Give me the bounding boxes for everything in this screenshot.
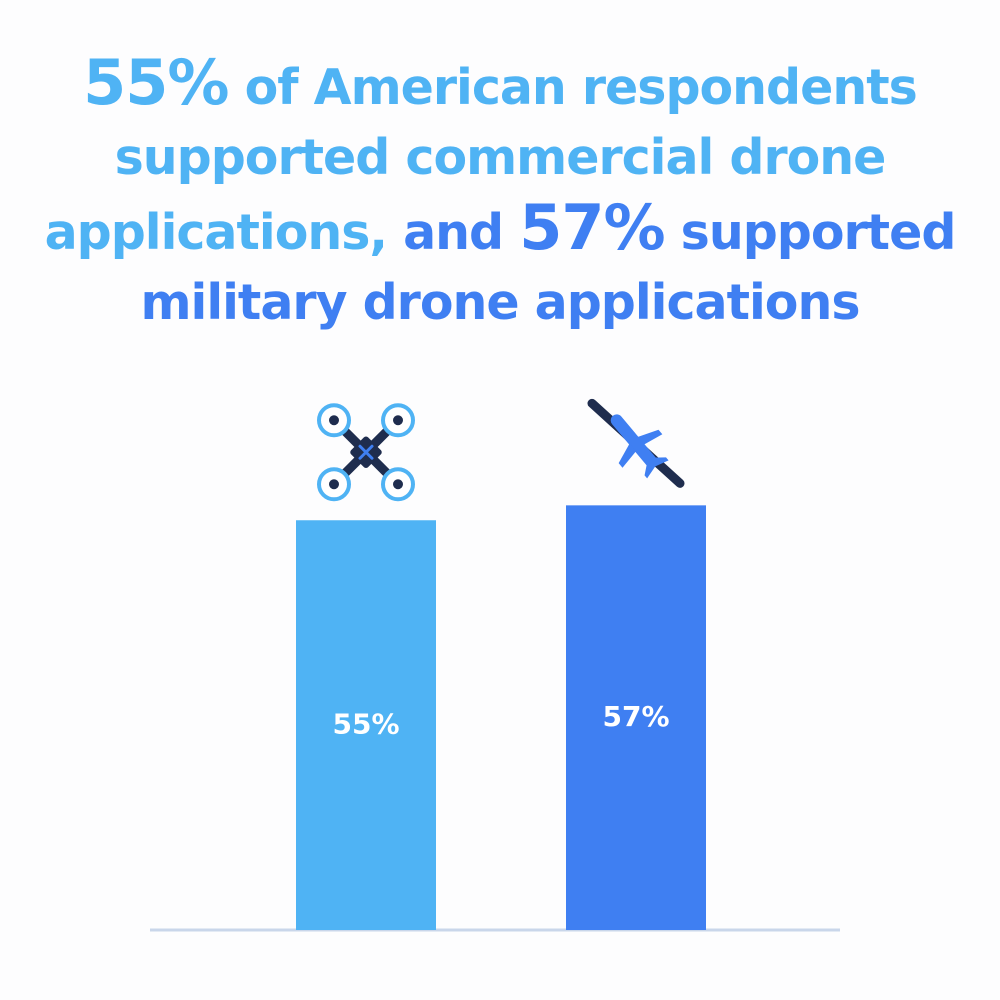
headline-line1-text: of American respondents (228, 59, 918, 116)
military-drone-icon (587, 398, 685, 488)
bar-commercial (296, 520, 436, 930)
headline-line3-text-c: supported (664, 204, 957, 261)
headline-line-4: military drone applications (20, 268, 980, 338)
headline-line-2: supported commercial drone (20, 123, 980, 193)
headline-line3-text-b: and (387, 204, 520, 261)
headline-line3-text-a: applications, (44, 204, 388, 261)
bar-label-military: 57% (602, 700, 669, 733)
headline-commercial-pct: 55% (83, 46, 229, 119)
bars-layer: 55% 57% (296, 505, 706, 930)
headline-line2-text: supported commercial drone (114, 129, 887, 186)
headline-line-3: applications, and 57% supported (20, 193, 980, 268)
quadcopter-drone-icon (317, 403, 415, 502)
headline-line-1: 55% of American respondents (20, 48, 980, 123)
headline: 55% of American respondents supported co… (20, 48, 980, 338)
bar-label-commercial: 55% (332, 707, 399, 740)
headline-military-pct: 57% (519, 191, 665, 264)
headline-line4-text: military drone applications (140, 274, 860, 331)
bar-military (566, 505, 706, 930)
